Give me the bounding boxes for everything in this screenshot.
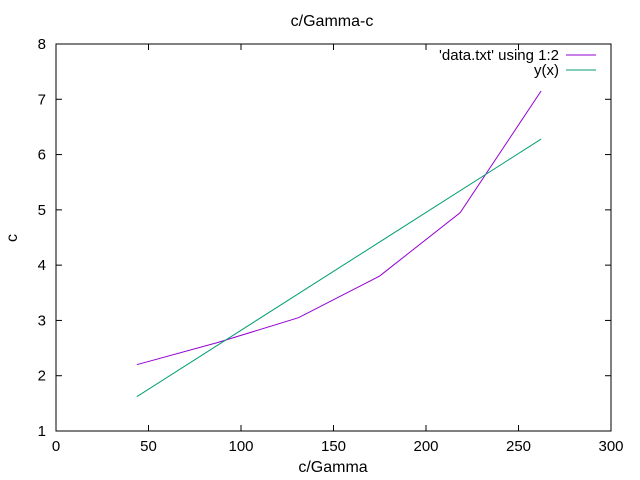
series-line-1 (136, 90, 542, 366)
y-axis-label: c (4, 234, 21, 242)
x-tick-label: 250 (506, 438, 531, 455)
x-tick-label: 50 (140, 438, 157, 455)
x-tick-label: 200 (413, 438, 438, 455)
series-layer (136, 90, 542, 398)
y-tick-label: 4 (38, 257, 46, 274)
series-line-2 (136, 138, 542, 398)
x-tick-label: 300 (598, 438, 623, 455)
y-tick-label: 3 (38, 312, 46, 329)
legend-label: y(x) (534, 62, 559, 79)
y-tick-label: 1 (38, 423, 46, 440)
legend-label: 'data.txt' using 1:2 (439, 47, 559, 64)
x-tick-label: 100 (228, 438, 253, 455)
legend: 'data.txt' using 1:2y(x) (439, 47, 596, 79)
x-tick-label: 0 (52, 438, 60, 455)
y-tick-label: 7 (38, 91, 46, 108)
y-tick-label: 8 (38, 36, 46, 53)
y-tick-label: 2 (38, 368, 46, 385)
x-tick-label: 150 (321, 438, 346, 455)
y-tick-label: 5 (38, 202, 46, 219)
y-axis: 1 2 3 4 5 6 7 8 (38, 36, 611, 440)
plot-border (55, 43, 612, 432)
chart-title: c/Gamma-c (291, 13, 374, 30)
y-tick-label: 6 (38, 147, 46, 164)
x-axis: 0 50 100 150 200 250 300 (52, 44, 624, 455)
x-axis-label: c/Gamma (298, 459, 367, 476)
